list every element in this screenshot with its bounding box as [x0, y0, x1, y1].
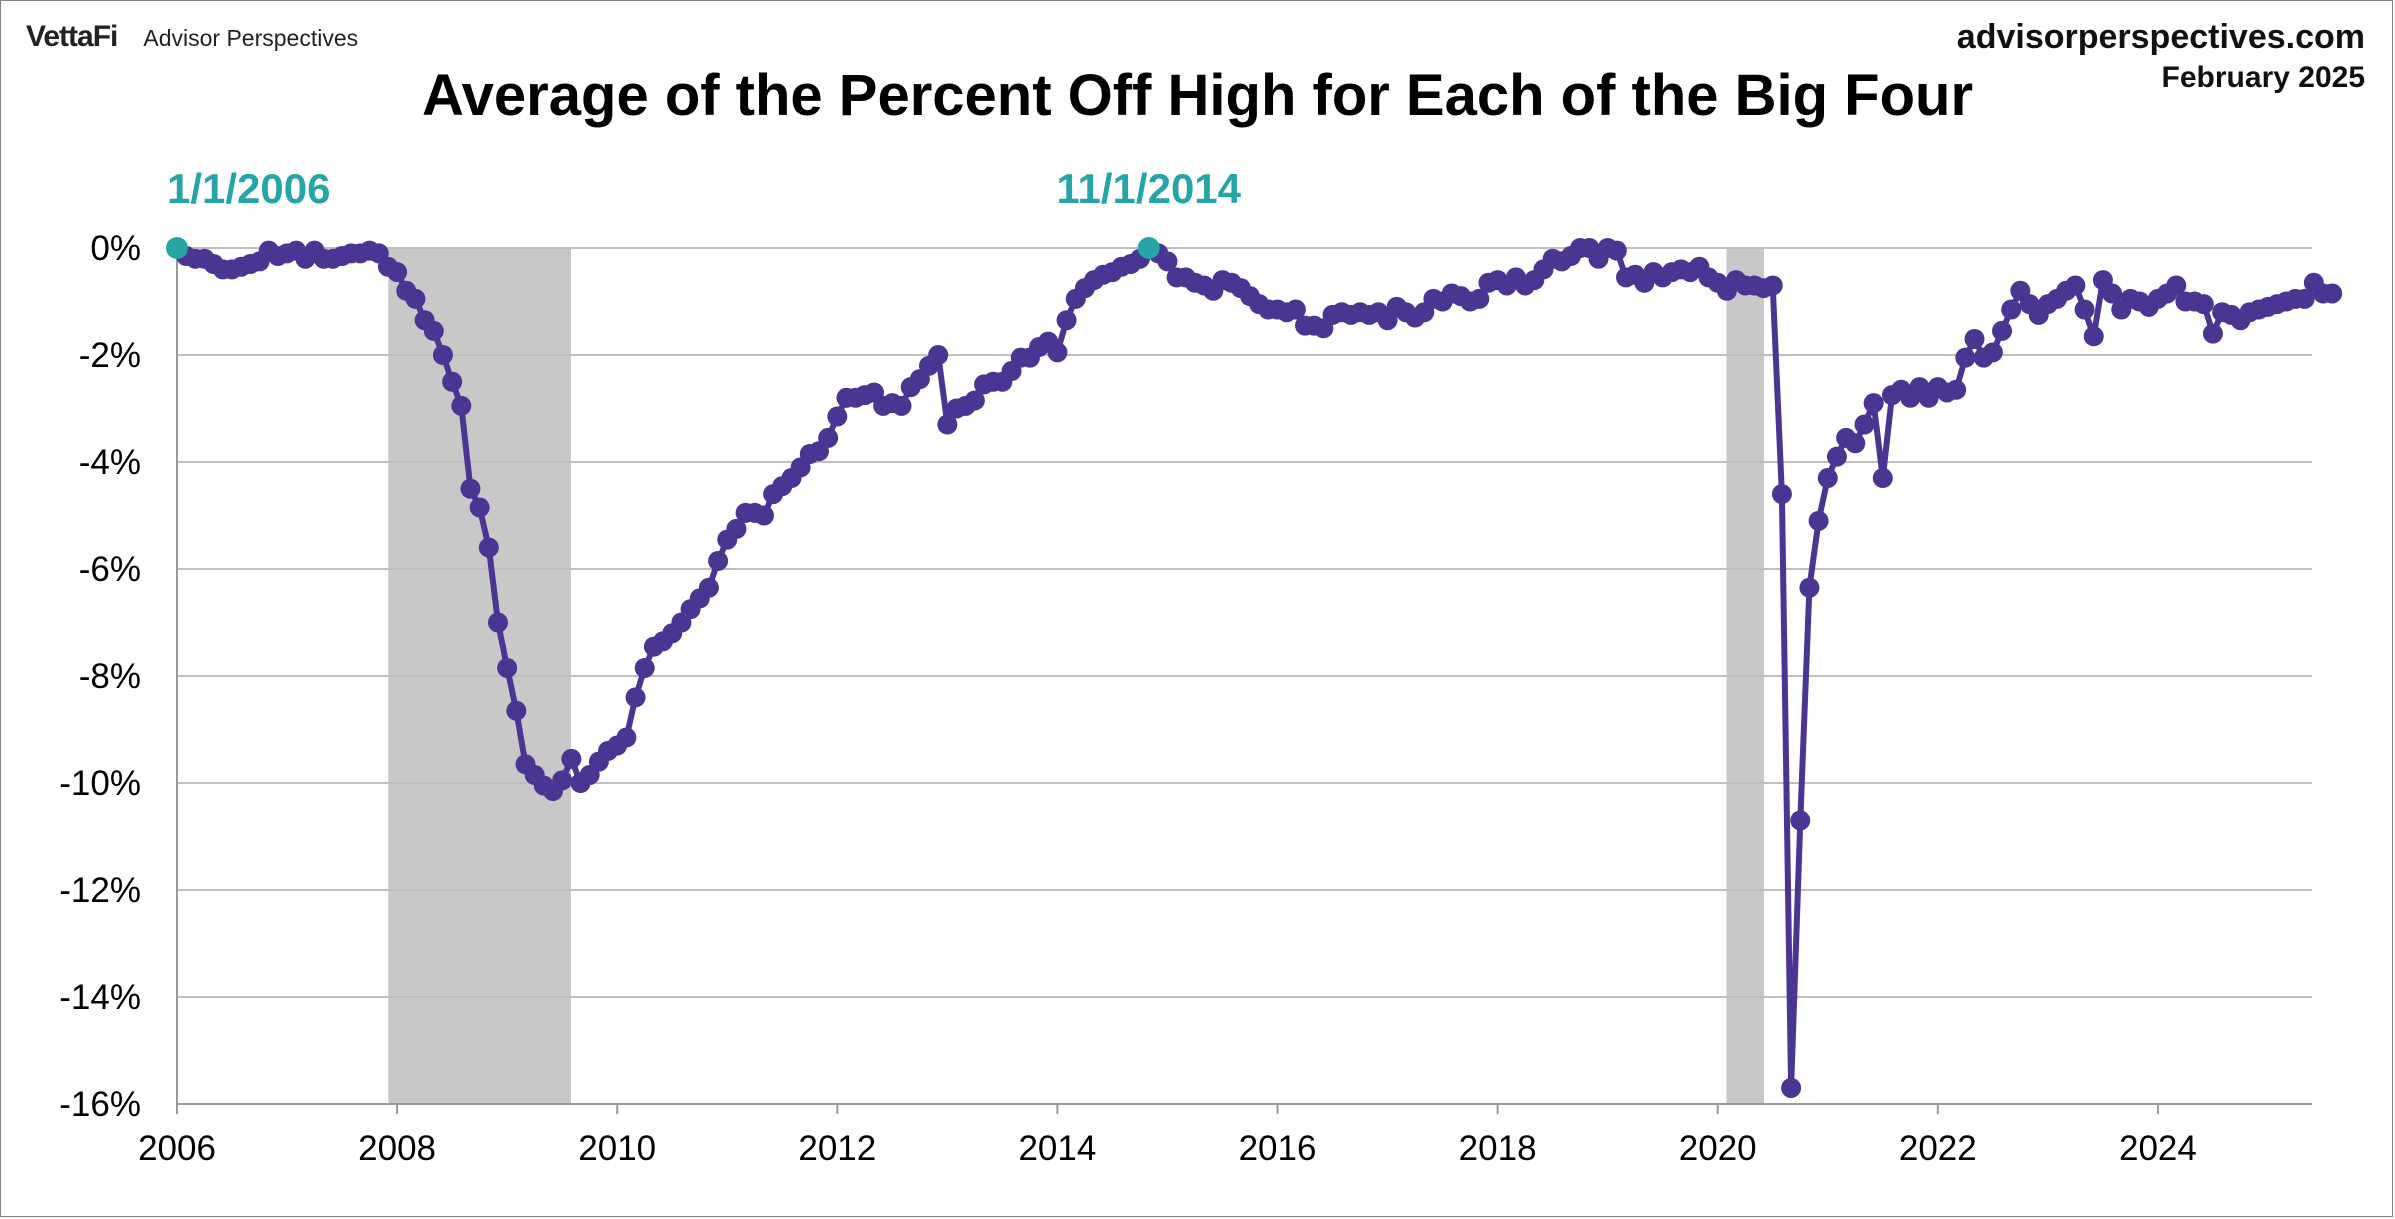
data-point [478, 537, 499, 558]
y-tick-label: -8% [79, 657, 141, 696]
data-point [937, 414, 958, 435]
annotation-point [1137, 237, 1160, 259]
data-point [506, 700, 527, 721]
data-point [1955, 347, 1976, 368]
data-point [1056, 310, 1077, 331]
data-point [708, 550, 729, 571]
y-tick-label: -14% [59, 978, 141, 1017]
data-point [818, 427, 839, 448]
x-tick-label: 2020 [1679, 1129, 1757, 1168]
data-point [2083, 326, 2104, 347]
data-point [2202, 323, 2223, 344]
y-tick-label: -16% [59, 1085, 141, 1124]
annotations: 1/1/2006 11/1/2014 [166, 165, 1242, 259]
source-site: advisorperspectives.com [1956, 18, 2365, 56]
data-point [1946, 379, 1967, 400]
x-tick-label: 2014 [1018, 1129, 1096, 1168]
data-point [1982, 342, 2003, 363]
data-point [1285, 299, 1306, 320]
data-point [1781, 1077, 1802, 1098]
data-point [1854, 414, 1875, 435]
y-tick-label: -10% [59, 764, 141, 803]
data-point [1817, 468, 1838, 489]
data-point [387, 262, 408, 283]
data-point [928, 345, 949, 365]
data-point [552, 770, 573, 791]
source-date: February 2025 [2161, 61, 2365, 94]
data-point [561, 748, 582, 769]
x-tick-label: 2018 [1459, 1129, 1537, 1168]
x-tick-label: 2016 [1239, 1129, 1317, 1168]
data-point [616, 727, 637, 748]
x-tick-label: 2006 [138, 1129, 216, 1168]
data-point [1992, 320, 2013, 341]
data-point [469, 497, 490, 518]
data-point [2065, 275, 2086, 296]
x-tick-label: 2008 [358, 1129, 436, 1168]
data-point [698, 577, 719, 598]
data-point [1872, 468, 1893, 489]
data-point [891, 395, 912, 416]
x-tick-label: 2010 [578, 1129, 656, 1168]
x-tick-label: 2022 [1899, 1129, 1977, 1168]
data-point [1863, 393, 1884, 414]
data-point [1826, 446, 1847, 467]
data-point [405, 288, 426, 309]
data-point [497, 657, 518, 678]
data-point [634, 657, 655, 678]
annotation-point [166, 237, 188, 259]
data-point [451, 395, 472, 416]
y-tick-label: -6% [79, 550, 141, 589]
data-point [827, 406, 848, 427]
data-point [1771, 484, 1792, 505]
data-point [2074, 299, 2095, 320]
x-tick-label: 2024 [2119, 1129, 2197, 1168]
data-point [1762, 275, 1783, 296]
data-point [442, 371, 463, 392]
y-tick-label: 0% [90, 229, 141, 268]
data-point [1469, 288, 1490, 309]
source-block: advisorperspectives.com February 2025 [1957, 18, 2365, 95]
annotation-label: 1/1/2006 [167, 165, 331, 212]
data-point [2294, 288, 2315, 309]
data-point [964, 390, 985, 411]
series-points [167, 238, 2343, 1098]
data-point [423, 320, 444, 341]
x-tick-label: 2012 [798, 1129, 876, 1168]
data-point [625, 687, 646, 708]
brand-name: Advisor Perspectives [143, 25, 359, 51]
data-point [2193, 294, 2214, 315]
brand: VettaFi Advisor Perspectives [26, 20, 358, 54]
data-point [1047, 342, 1068, 363]
data-point [2322, 283, 2343, 304]
data-point [753, 505, 774, 526]
data-point [1964, 328, 1985, 349]
data-point [487, 612, 508, 633]
data-point [1808, 510, 1829, 531]
chart-title: Average of the Percent Off High for Each… [421, 63, 1974, 128]
annotation-label: 11/1/2014 [1056, 165, 1241, 212]
data-point [2102, 283, 2123, 304]
data-point [2001, 299, 2022, 320]
data-point [1799, 577, 1820, 598]
vettafi-logo: VettaFi [26, 20, 118, 53]
data-point [1790, 810, 1811, 831]
y-tick-label: -4% [79, 443, 141, 482]
data-point [2166, 275, 2187, 296]
data-point [1606, 240, 1627, 261]
data-point [726, 518, 747, 539]
data-point [1845, 433, 1866, 454]
data-point [432, 345, 453, 365]
y-tick-label: -12% [59, 871, 141, 910]
data-point [460, 478, 481, 499]
data-point [1157, 251, 1178, 272]
axes: 0% -2% -4% -6% -8% -10% -12% -14% -16% 2006 2008 20… [59, 229, 2312, 1168]
y-tick-label: -2% [79, 336, 141, 375]
